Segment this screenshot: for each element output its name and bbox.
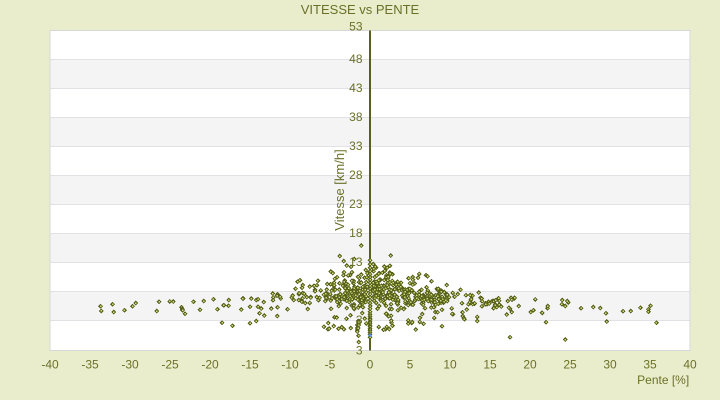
svg-text:-40: -40	[41, 358, 59, 372]
svg-text:30: 30	[603, 358, 617, 372]
svg-text:35: 35	[643, 358, 657, 372]
svg-text:Vitesse [km/h]: Vitesse [km/h]	[332, 149, 347, 230]
svg-text:28: 28	[349, 168, 363, 182]
svg-text:-30: -30	[121, 358, 139, 372]
svg-text:15: 15	[483, 358, 497, 372]
svg-text:Pente [%]: Pente [%]	[637, 373, 689, 387]
svg-text:10: 10	[443, 358, 457, 372]
svg-text:3: 3	[356, 343, 363, 357]
svg-text:-5: -5	[325, 358, 336, 372]
svg-text:-20: -20	[201, 358, 219, 372]
svg-text:-15: -15	[241, 358, 259, 372]
svg-text:-10: -10	[281, 358, 299, 372]
svg-text:5: 5	[407, 358, 414, 372]
svg-text:0: 0	[367, 358, 374, 372]
svg-text:VITESSE vs PENTE: VITESSE vs PENTE	[301, 2, 420, 17]
svg-text:23: 23	[349, 197, 363, 211]
svg-text:18: 18	[349, 226, 363, 240]
svg-text:33: 33	[349, 139, 363, 153]
svg-text:38: 38	[349, 110, 363, 124]
svg-text:20: 20	[523, 358, 537, 372]
svg-text:40: 40	[683, 358, 697, 372]
svg-text:25: 25	[563, 358, 577, 372]
svg-text:-25: -25	[161, 358, 179, 372]
svg-text:-35: -35	[81, 358, 99, 372]
svg-text:53: 53	[349, 19, 363, 33]
svg-text:48: 48	[349, 52, 363, 66]
svg-text:43: 43	[349, 81, 363, 95]
